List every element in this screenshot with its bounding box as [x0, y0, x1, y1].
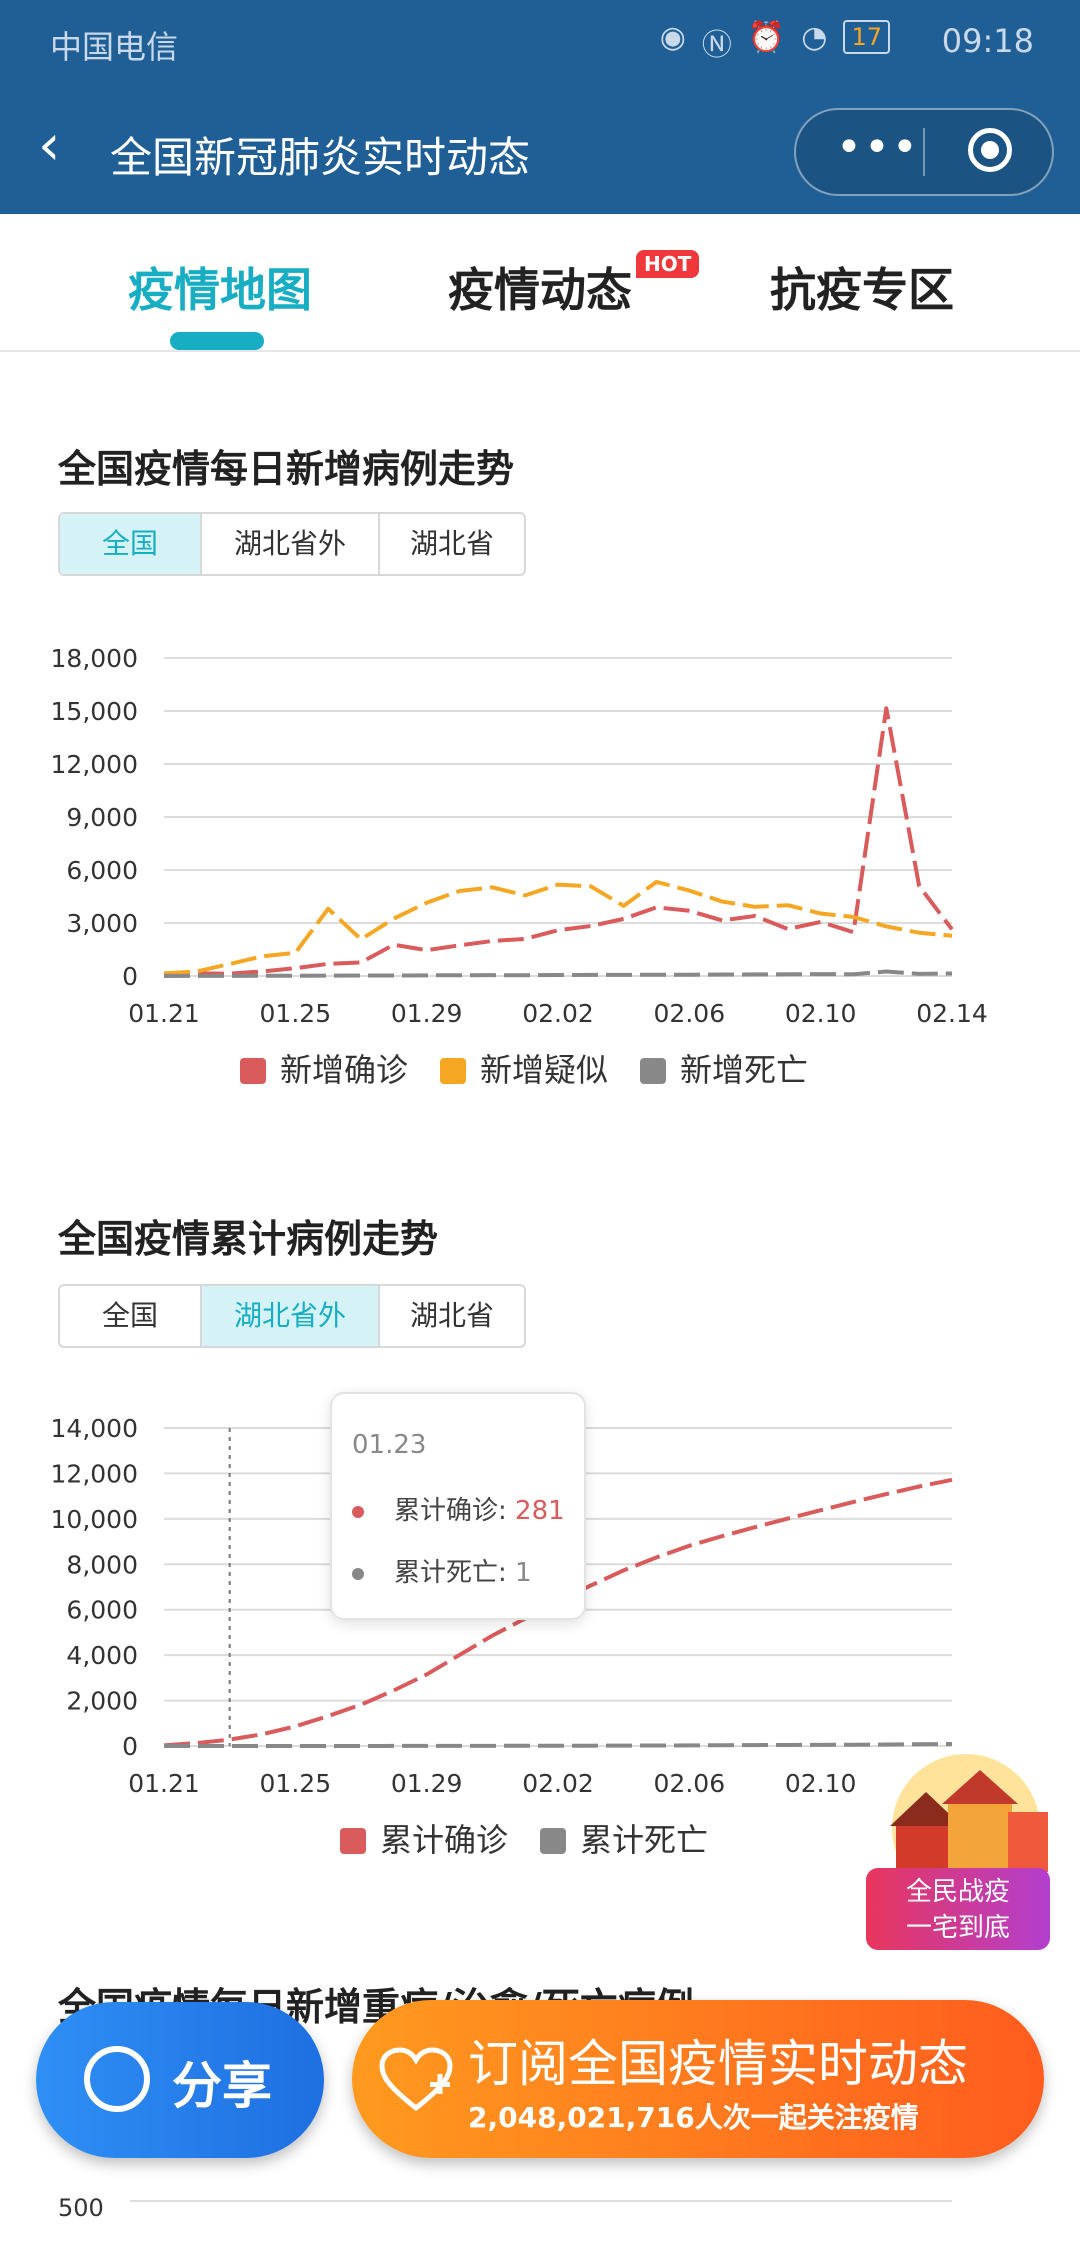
x-tick-label: 02.10	[785, 1769, 857, 1798]
series-line	[163, 969, 953, 978]
x-tick-label: 01.29	[391, 999, 463, 1028]
confirmed-dot	[352, 1505, 364, 1518]
y-tick-label: 12,000	[51, 750, 138, 779]
back-arrow-icon[interactable]: ‹	[38, 113, 61, 178]
alarm-icon: ⏰	[747, 20, 786, 55]
status-icons: ◉ Ⓝ ⏰ ◔ 17	[660, 20, 890, 64]
death-dot	[352, 1567, 364, 1580]
y-tick-label: 10,000	[51, 1505, 138, 1534]
more-icon[interactable]: •••	[836, 122, 920, 173]
region-switch-cumulative: 全国 湖北省外 湖北省	[58, 1284, 526, 1348]
daily-new-cases-chart[interactable]: 0 3,000 6,000 9,000 12,000 15,000 18,000 01.21 0…	[0, 620, 1080, 1100]
segment-outside-hubei[interactable]: 湖北省外	[202, 514, 380, 574]
promo-badge[interactable]: 全民战疫 一宅到底	[866, 1752, 1060, 1952]
y-tick-label: 18,000	[51, 644, 138, 673]
page-title: 全国新冠肺炎实时动态	[110, 133, 531, 182]
section-title-cumulative: 全国疫情累计病例走势	[58, 1217, 439, 1261]
y-tick-label: 4,000	[66, 1641, 138, 1670]
y-tick-label: 6,000	[66, 856, 138, 885]
tooltip-label: 累计确诊:	[394, 1496, 507, 1526]
y-tick-label: 0	[122, 1732, 138, 1761]
segment-outside-hubei[interactable]: 湖北省外	[202, 1286, 380, 1346]
y-tick-label: 15,000	[51, 697, 138, 726]
chart-tooltip: 01.23 累计确诊: 281 累计死亡: 1	[330, 1392, 586, 1620]
x-tick-label: 02.14	[916, 999, 988, 1028]
y-tick-label: 12,000	[51, 1459, 138, 1488]
legend-swatch	[640, 1058, 666, 1084]
tab-anti-epidemic-zone[interactable]: 抗疫专区	[770, 263, 954, 317]
status-bar: 中国电信 ◉ Ⓝ ⏰ ◔ 17 09:18	[0, 0, 1080, 88]
active-tab-indicator	[170, 332, 264, 350]
legend-swatch	[340, 1828, 366, 1854]
x-tick-label: 01.29	[391, 1769, 463, 1798]
battery-icon: 17	[843, 20, 890, 54]
tooltip-row-death: 累计死亡: 1	[352, 1552, 532, 1589]
tooltip-value: 1	[515, 1558, 532, 1588]
nav-bar: ‹ 全国新冠肺炎实时动态 •••	[0, 88, 1080, 214]
tab-bar: 疫情地图 疫情动态 HOT 抗疫专区	[0, 214, 1080, 352]
y-tick-label: 6,000	[66, 1596, 138, 1625]
segment-hubei[interactable]: 湖北省	[409, 527, 494, 560]
series-line	[163, 706, 954, 977]
miniapp-capsule: •••	[794, 108, 1054, 196]
promo-line2: 一宅到底	[905, 1913, 1010, 1943]
promo-line1: 全民战疫	[905, 1877, 1010, 1907]
x-tick-label: 01.25	[260, 1769, 332, 1798]
tooltip-row-confirmed: 累计确诊: 281	[352, 1490, 565, 1527]
legend-label: 新增死亡	[680, 1051, 808, 1089]
y-tick-label: 0	[122, 962, 138, 991]
tab-epidemic-map[interactable]: 疫情地图	[128, 263, 312, 317]
close-target-icon[interactable]	[968, 128, 1012, 172]
x-tick-label: 01.25	[260, 999, 332, 1028]
clock: 09:18	[941, 22, 1034, 60]
heart-plus-icon	[379, 2047, 453, 2112]
eye-icon: ◉	[659, 20, 686, 55]
series-line	[164, 1742, 953, 1748]
y-tick-label: 8,000	[66, 1550, 138, 1579]
nfc-icon: Ⓝ	[701, 28, 732, 63]
subscribe-label: 订阅全国疫情实时动态	[468, 2035, 968, 2093]
x-tick-label: 01.21	[128, 1769, 200, 1798]
legend-swatch	[440, 1058, 466, 1084]
carrier-label: 中国电信	[50, 28, 179, 66]
y-tick-label: 3,000	[66, 909, 138, 938]
segment-hubei[interactable]: 湖北省	[409, 1299, 494, 1332]
y-tick-label: 2,000	[66, 1687, 138, 1716]
segment-nationwide[interactable]: 全国	[60, 1286, 202, 1346]
subscribe-count: 2,048,021,716人次一起关注疫情	[468, 2101, 919, 2134]
speed-icon: ◔	[801, 20, 828, 55]
tooltip-value: 281	[515, 1496, 565, 1526]
tab-epidemic-news[interactable]: 疫情动态	[448, 263, 632, 317]
segment-nationwide[interactable]: 全国	[60, 514, 202, 574]
legend-label: 累计确诊	[380, 1821, 508, 1859]
x-tick-label: 02.06	[654, 999, 726, 1028]
hot-badge: HOT	[636, 250, 700, 278]
tooltip-label: 累计死亡:	[394, 1558, 507, 1588]
subscribe-button[interactable]: 订阅全国疫情实时动态 2,048,021,716人次一起关注疫情	[352, 2000, 1044, 2158]
capsule-divider	[923, 128, 925, 176]
grid-line	[130, 2200, 952, 2202]
x-tick-label: 02.02	[522, 999, 594, 1028]
x-tick-label: 01.21	[128, 999, 200, 1028]
section-title-daily: 全国疫情每日新增病例走势	[58, 447, 515, 491]
share-icon	[84, 2046, 150, 2112]
x-tick-label: 02.10	[785, 999, 857, 1028]
house-illustration-icon	[890, 1754, 1048, 1902]
legend-label: 新增疑似	[480, 1051, 608, 1089]
legend-swatch	[540, 1828, 566, 1854]
y-tick-label: 14,000	[51, 1414, 138, 1443]
series-line	[163, 879, 953, 976]
legend-label: 新增确诊	[280, 1051, 408, 1089]
share-button[interactable]: 分享	[36, 2002, 324, 2158]
legend-swatch	[240, 1058, 266, 1084]
tooltip-date: 01.23	[352, 1430, 427, 1460]
x-tick-label: 02.02	[522, 1769, 594, 1798]
share-label: 分享	[172, 2057, 272, 2115]
x-tick-label: 02.06	[654, 1769, 726, 1798]
y-tick-500: 500	[58, 2194, 104, 2222]
promo-text: 全民战疫 一宅到底	[866, 1868, 1050, 1950]
legend-label: 累计死亡	[580, 1821, 708, 1859]
y-tick-label: 9,000	[66, 803, 138, 832]
region-switch-daily: 全国 湖北省外 湖北省	[58, 512, 526, 576]
